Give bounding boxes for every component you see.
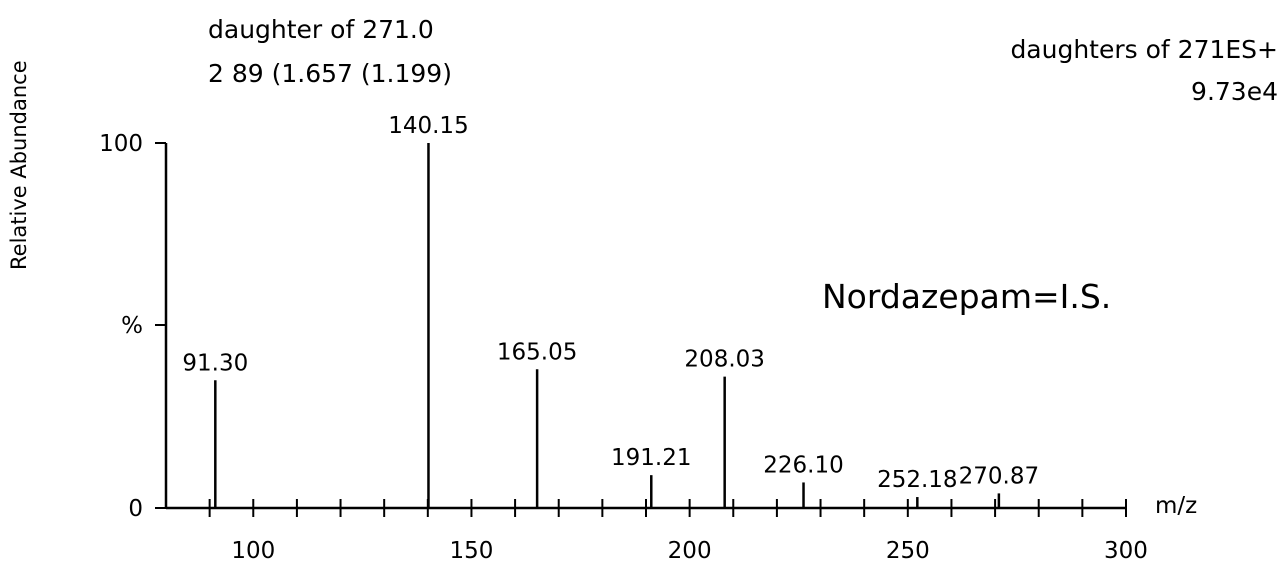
chart-title-line-1: daughter of 271.0 xyxy=(208,15,434,44)
peak-label-191.21: 191.21 xyxy=(611,445,691,471)
y-axis-title: Relative Abundance xyxy=(7,60,31,270)
peak-label-252.18: 252.18 xyxy=(877,467,957,493)
chart-title-line-2: 2 89 (1.657 (1.199) xyxy=(208,59,452,88)
peak-label-140.15: 140.15 xyxy=(388,113,468,139)
peak-label-208.03: 208.03 xyxy=(684,347,764,373)
x-tick-label-250: 250 xyxy=(886,538,930,561)
peak-label-270.87: 270.87 xyxy=(959,463,1039,489)
peak-label-165.05: 165.05 xyxy=(497,339,577,365)
x-tick-label-100: 100 xyxy=(231,538,275,561)
y-tick-label-100: 100 xyxy=(99,131,143,157)
y-tick-label-percent: % xyxy=(121,313,143,339)
x-tick-label-150: 150 xyxy=(449,538,493,561)
peak-label-91.30: 91.30 xyxy=(182,350,248,376)
info-line-2: 9.73e4 xyxy=(1191,77,1278,106)
y-tick-label-0: 0 xyxy=(128,496,143,522)
x-axis-title: m/z xyxy=(1155,493,1197,519)
internal-standard-annotation: Nordazepam=I.S. xyxy=(822,277,1111,316)
x-tick-label-200: 200 xyxy=(668,538,712,561)
info-line-1: daughters of 271ES+ xyxy=(1010,35,1278,64)
x-tick-label-300: 300 xyxy=(1104,538,1148,561)
peak-label-226.10: 226.10 xyxy=(763,452,843,478)
